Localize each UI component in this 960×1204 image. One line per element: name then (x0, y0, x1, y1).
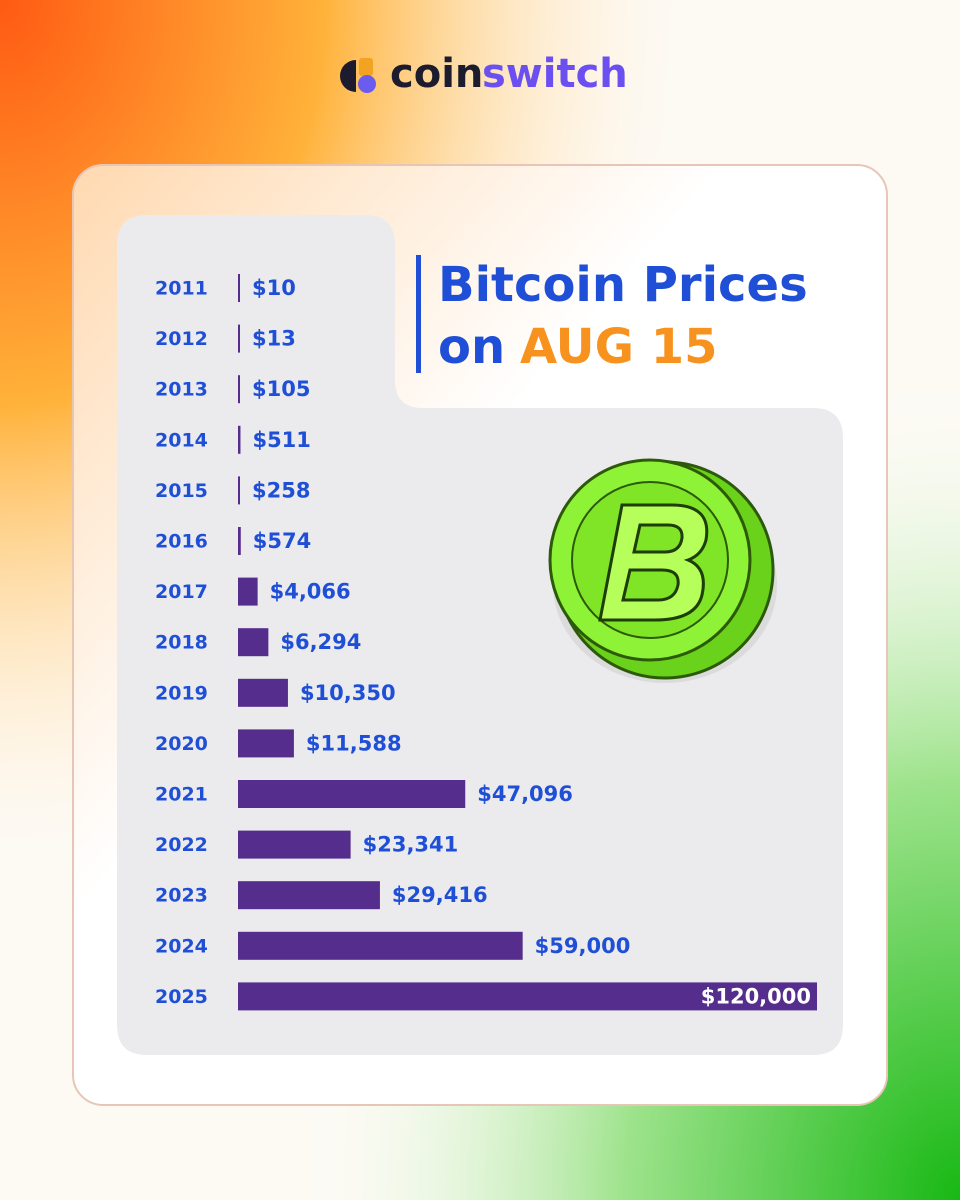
value-label: $258 (252, 478, 310, 502)
value-label: $11,588 (306, 731, 402, 755)
bar (238, 780, 466, 808)
bar (238, 324, 240, 353)
bar (238, 982, 817, 1011)
bar (238, 577, 258, 606)
y-tick-label: 2017 (155, 581, 208, 603)
y-tick-label: 2012 (155, 328, 208, 350)
y-tick-label: 2015 (155, 480, 208, 502)
value-label: $511 (252, 428, 310, 452)
value-label: $10 (252, 276, 296, 300)
y-tick-label: 2023 (155, 885, 208, 907)
value-label: $105 (252, 377, 310, 401)
y-tick-label: 2011 (155, 278, 208, 300)
bar (238, 729, 294, 758)
chart-title: Bitcoin Prices (438, 257, 808, 313)
value-label: $574 (253, 529, 311, 553)
bar (238, 274, 240, 302)
y-tick-label: 2021 (155, 784, 208, 806)
value-label: $6,294 (280, 630, 361, 654)
bar (238, 678, 288, 707)
y-tick-label: 2022 (155, 834, 208, 856)
title-accent (416, 255, 421, 373)
brand-name: coin (390, 51, 483, 97)
y-tick-label: 2013 (155, 379, 208, 401)
bar (238, 881, 380, 910)
value-label: $4,066 (270, 580, 351, 604)
bitcoin-coin (548, 458, 777, 683)
chart-title-date: AUG 15 (520, 319, 718, 375)
y-tick-label: 2025 (155, 986, 208, 1008)
brand-name-accent: switch (482, 51, 628, 97)
y-tick-label: 2019 (155, 682, 208, 704)
y-tick-label: 2024 (155, 935, 208, 957)
value-label: $23,341 (363, 833, 459, 857)
bar (238, 375, 240, 404)
y-tick-label: 2014 (155, 429, 208, 451)
bar (238, 931, 523, 960)
y-tick-label: 2018 (155, 632, 208, 654)
y-tick-label: 2016 (155, 531, 208, 553)
logo-icon (340, 58, 376, 93)
value-label: $59,000 (535, 934, 631, 958)
value-label: $120,000 (701, 984, 811, 1008)
value-label: $10,350 (300, 681, 396, 705)
bar (238, 628, 269, 657)
value-label: $47,096 (477, 782, 573, 806)
bar (238, 476, 240, 505)
chart-title-on: on (438, 319, 505, 375)
bar (238, 527, 241, 555)
bar (238, 425, 241, 454)
y-tick-label: 2020 (155, 733, 208, 755)
value-label: $29,416 (392, 883, 488, 907)
bar (238, 830, 351, 859)
value-label: $13 (252, 327, 296, 351)
